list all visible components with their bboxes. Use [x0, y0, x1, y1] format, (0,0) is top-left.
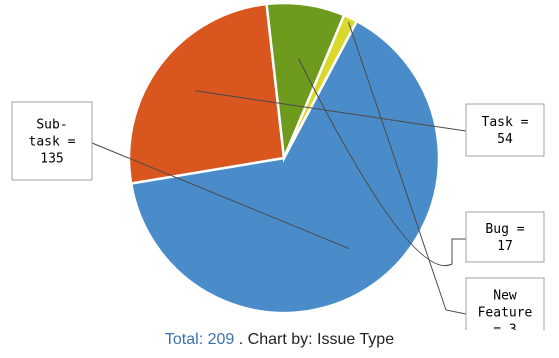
total-label[interactable]: Total:: [164, 331, 204, 348]
slice-label-bug: Bug = 17: [485, 222, 524, 254]
leader-line-sub-task: [91, 142, 350, 250]
label-box-new-feature: [465, 277, 545, 330]
total-value[interactable]: 209: [207, 331, 235, 348]
chart-footer: Total: 209 . Chart by: Issue Type: [0, 331, 559, 349]
pie-slice-sub-task[interactable]: [129, 19, 441, 315]
pie-slice-new-feature[interactable]: [282, 13, 359, 159]
slice-label-task: Task = 54: [482, 115, 529, 147]
slice-label-sub-task: Sub-task = 135: [29, 118, 76, 167]
pie-labels: Sub-task = 135 Task = 54 Bug = 17 New Feature = …: [11, 22, 545, 331]
slice-label-new-feature: New Feature = 3: [478, 289, 533, 331]
label-box-bug: [465, 211, 545, 263]
leader-line-bug: [297, 58, 466, 267]
chart-by-text: . Chart by: Issue Type: [238, 331, 395, 348]
issue-type-pie-chart: Sub-task = 135 Task = 54 Bug = 17 New Feature = …: [11, 1, 545, 331]
label-box-sub-task: [11, 101, 93, 181]
pie-slices: [127, 1, 441, 315]
leader-line-new-feature: [348, 22, 467, 315]
leader-line-task: [194, 90, 467, 132]
label-box-task: [465, 103, 545, 157]
pie-slice-task[interactable]: [127, 2, 286, 185]
